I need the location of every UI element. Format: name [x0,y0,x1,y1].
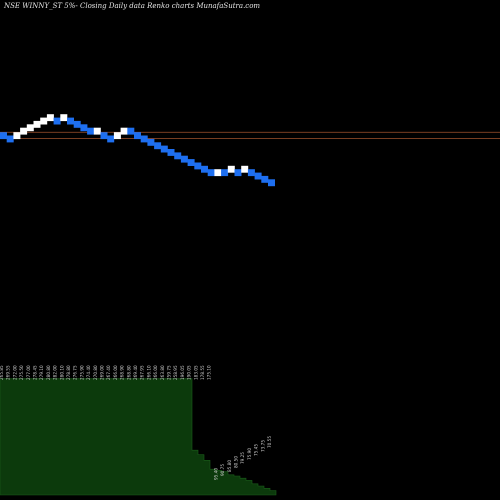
volume-label: 267.40 [106,365,111,380]
renko-brick [46,114,54,122]
volume-label: 190.05 [187,365,192,380]
volume-label: 266.00 [113,365,118,380]
volume-label: 95.40 [213,468,218,480]
volume-label: 278.45 [33,365,38,380]
volume-label: 267.95 [140,365,145,380]
volume-label: 80.50 [234,456,239,468]
volume-label: 270.80 [93,365,98,380]
volume-label: 279.10 [39,365,44,380]
renko-brick [33,120,41,128]
reference-lines [0,131,500,139]
renko-brick [13,132,21,140]
renko-brick [261,175,269,183]
volume-label: 269.00 [100,365,105,380]
volume-label: 282.00 [53,365,58,380]
volume-label: 268.90 [120,365,125,380]
volume-label: 265.85 [0,365,4,380]
volume-area-shape [0,378,277,496]
volume-label: 277.00 [26,365,31,380]
volume-label: 280.80 [46,365,51,380]
renko-brick [26,124,34,132]
renko-brick [160,145,168,153]
renko-brick [154,142,162,150]
volume-label: 269.40 [133,365,138,380]
volume-label: 70.55 [267,436,272,448]
volume-label: 275.90 [79,365,84,380]
volume-label: 275.50 [19,365,24,380]
volume-area [0,378,277,496]
volume-label: 274.40 [86,365,91,380]
volume-label: 276.75 [73,365,78,380]
renko-brick [20,127,28,135]
renko-brick [87,127,95,135]
renko-brick [127,127,135,135]
renko-brick [107,135,115,143]
renko-brick [268,179,275,187]
renko-brick [40,117,48,125]
volume-label: 268.80 [126,365,131,380]
renko-brick [73,120,81,128]
volume-label: 259.75 [167,365,172,380]
renko-brick [80,124,88,132]
volume-label: 269.55 [6,365,11,380]
volume-label: 280.10 [59,365,64,380]
volume-label: 266.10 [146,365,151,380]
renko-bricks [0,114,275,187]
renko-brick [180,155,188,163]
renko-brick [214,169,222,177]
renko-brick [113,132,121,140]
renko-brick [0,132,7,140]
renko-brick [147,138,155,146]
renko-brick [221,169,229,177]
volume-label: 263.80 [160,365,165,380]
renko-brick [140,135,148,143]
volume-label: 79.25 [240,452,245,464]
renko-brick [247,169,255,177]
volume-label: 75.45 [254,444,259,456]
volume-labels: 265.85 269.55 272.00 275.50 277.00 278.45 279.… [0,365,272,480]
renko-brick [53,117,61,125]
renko-brick [241,165,249,173]
volume-label: 183.05 [193,365,198,380]
renko-brick [60,114,68,122]
volume-label: 266.00 [153,365,158,380]
volume-label: 75.90 [247,448,252,460]
chart-title: NSE WINNY_ST 5%- Closing Daily data Renk… [4,2,261,10]
renko-brick [120,127,128,135]
renko-brick [67,117,74,125]
renko-brick [187,159,195,166]
volume-label: 178.55 [200,365,205,380]
volume-label: 90.75 [220,464,225,476]
volume-label: 258.95 [173,365,178,380]
renko-brick [167,149,175,156]
renko-brick [207,169,215,177]
renko-brick [194,162,202,170]
volume-label: 85.80 [227,460,232,472]
volume-label: 196.05 [180,365,185,380]
renko-brick [234,169,242,177]
renko-brick [201,165,208,173]
volume-label: 278.80 [66,365,71,380]
renko-brick [134,132,141,140]
renko-brick [227,165,235,173]
renko-brick [254,172,262,180]
volume-label: 73.75 [260,440,265,452]
volume-label: 175.10 [207,365,212,380]
renko-brick [93,127,101,135]
volume-label: 272.00 [12,365,17,380]
renko-brick [174,152,182,160]
renko-brick [100,132,108,140]
renko-brick [6,135,14,143]
